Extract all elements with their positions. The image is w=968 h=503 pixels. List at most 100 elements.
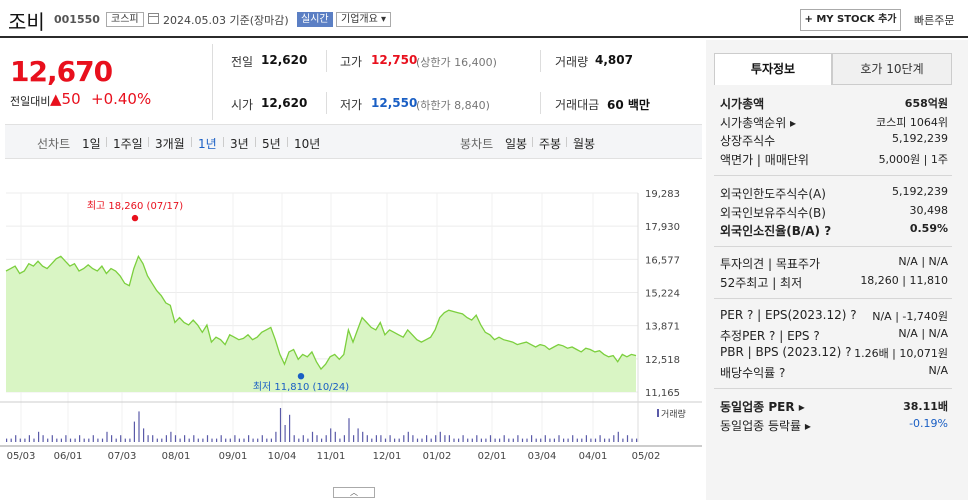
upper-limit: (상한가 16,400) bbox=[416, 56, 497, 69]
volume-bar bbox=[83, 438, 85, 442]
amount-value: 60 백만 bbox=[607, 98, 650, 112]
volume-bar bbox=[576, 438, 578, 442]
add-my-stock-button[interactable]: + MY STOCK 추가 bbox=[800, 9, 901, 31]
info-value: 5,192,239 bbox=[892, 185, 948, 198]
info-value: 30,498 bbox=[909, 203, 949, 217]
volume-bar bbox=[302, 435, 304, 442]
period-3m[interactable]: 3개월 bbox=[155, 137, 185, 151]
candle-monthly[interactable]: 월봉 bbox=[573, 137, 596, 151]
volume-bar bbox=[334, 431, 336, 442]
volume-label: 거래량 bbox=[555, 55, 589, 69]
volume-bar bbox=[161, 438, 163, 442]
info-divider bbox=[714, 245, 952, 247]
volume-bar bbox=[156, 438, 158, 442]
info-value: N/A bbox=[928, 363, 948, 377]
volume-bar bbox=[521, 438, 524, 442]
tab-investment-info[interactable]: 투자정보 bbox=[714, 53, 832, 85]
volume-bar bbox=[28, 435, 30, 442]
volume-bar bbox=[540, 438, 542, 442]
divider bbox=[540, 92, 541, 114]
volume-bar bbox=[485, 438, 487, 442]
volume-bar bbox=[184, 435, 186, 442]
volume-bar bbox=[622, 438, 624, 442]
period-selector: 선차트 1일 1주일 3개월 1년 3년 5년 10년 봉차트 일봉 주봉 월봉 bbox=[5, 124, 702, 159]
info-row: 52주최고 | 최저 18,260 | 11,810 bbox=[720, 274, 948, 290]
candle-weekly[interactable]: 주봉 bbox=[539, 137, 562, 151]
volume-bar bbox=[325, 435, 327, 442]
period-3y[interactable]: 3년 bbox=[230, 137, 249, 151]
info-row: 외국인한도주식수(A) 5,192,239 bbox=[720, 185, 948, 201]
volume-bar bbox=[480, 438, 482, 442]
tab-order-book[interactable]: 호가 10단계 bbox=[832, 53, 952, 85]
volume-bar bbox=[47, 438, 49, 442]
current-price: 12,670 bbox=[10, 55, 113, 88]
period-10y[interactable]: 10년 bbox=[294, 137, 321, 151]
info-label: 시가총액 bbox=[720, 97, 765, 111]
info-row: 외국인보유주식수(B) 30,498 bbox=[720, 204, 948, 220]
period-1d[interactable]: 1일 bbox=[82, 137, 101, 151]
info-divider bbox=[714, 175, 952, 176]
x-tick-label: 02/01 bbox=[478, 451, 507, 462]
volume-bar bbox=[380, 435, 382, 442]
price-chart: 19,283 17,930 16,577 15,224 13,871 12,518 11,1… bbox=[0, 159, 702, 500]
volume-bar bbox=[193, 435, 195, 442]
volume-bar bbox=[307, 438, 309, 442]
volume-bar bbox=[567, 438, 569, 442]
info-row: PBR | BPS (2023.12) ? 1.26배 | 10,071원 bbox=[720, 345, 948, 361]
volume-bar bbox=[330, 428, 332, 442]
volume-bar bbox=[293, 435, 295, 442]
volume-bar bbox=[430, 438, 432, 442]
info-label: 동일업종 등락률 ▸ bbox=[720, 418, 811, 433]
volume-bar bbox=[608, 438, 610, 442]
info-label: PER ? | EPS(2023.12) ? bbox=[720, 308, 857, 322]
company-overview-button[interactable]: 기업개요 ▾ bbox=[336, 12, 391, 27]
volume-bar bbox=[211, 438, 213, 442]
volume-bar bbox=[38, 431, 40, 442]
lower-limit: (하한가 8,840) bbox=[416, 99, 490, 112]
volume-value: 4,807 bbox=[595, 53, 633, 67]
volume-bar bbox=[407, 431, 409, 442]
info-label: 동일업종 PER ▸ bbox=[720, 400, 805, 414]
volume-bar bbox=[489, 435, 492, 442]
quick-order-button[interactable]: 빠른주문 bbox=[914, 14, 955, 27]
volume-bar bbox=[147, 435, 149, 442]
volume-bar bbox=[590, 438, 592, 442]
volume-bar bbox=[289, 414, 291, 442]
volume-bar bbox=[353, 435, 355, 442]
info-row: 동일업종 PER ▸ 38.11배 bbox=[720, 398, 948, 414]
info-divider bbox=[714, 298, 952, 299]
calendar-icon bbox=[148, 13, 159, 24]
candle-daily[interactable]: 일봉 bbox=[505, 137, 528, 151]
x-tick-label: 01/02 bbox=[423, 451, 452, 462]
info-label: 외국인소진율(B/A) ? bbox=[720, 224, 832, 238]
x-tick-label: 12/01 bbox=[373, 451, 402, 462]
volume-bar bbox=[279, 408, 282, 442]
realtime-badge[interactable]: 실시간 bbox=[297, 12, 333, 27]
volume-bar bbox=[133, 421, 135, 442]
volume-bar bbox=[394, 438, 396, 442]
period-1y[interactable]: 1년 bbox=[198, 137, 217, 151]
volume-bar bbox=[421, 438, 423, 442]
volume-bar bbox=[252, 438, 254, 442]
volume-bar bbox=[120, 435, 122, 442]
info-label: PBR | BPS (2023.12) ? bbox=[720, 345, 852, 359]
volume-bar bbox=[553, 438, 555, 442]
volume-bar bbox=[362, 431, 364, 442]
volume-bar bbox=[316, 435, 318, 442]
volume-bar bbox=[115, 438, 117, 442]
min-marker bbox=[297, 372, 305, 380]
volume-bar bbox=[33, 438, 35, 442]
info-label: 52주최고 | 최저 bbox=[720, 275, 803, 290]
volume-legend-label: 거래량 bbox=[661, 408, 686, 420]
period-5y[interactable]: 5년 bbox=[262, 137, 281, 151]
volume-bar bbox=[585, 435, 587, 442]
collapse-chart-button[interactable]: ︿ bbox=[333, 487, 375, 498]
volume-bar bbox=[526, 438, 528, 442]
volume-bar bbox=[238, 438, 240, 442]
period-1w[interactable]: 1주일 bbox=[113, 137, 143, 151]
volume-bar bbox=[19, 438, 21, 442]
info-value: -0.19% bbox=[909, 416, 948, 430]
info-value: 658억원 bbox=[904, 97, 948, 110]
info-label: 투자의견 | 목표주가 bbox=[720, 257, 820, 271]
info-value: 코스피 1064위 bbox=[876, 115, 948, 129]
